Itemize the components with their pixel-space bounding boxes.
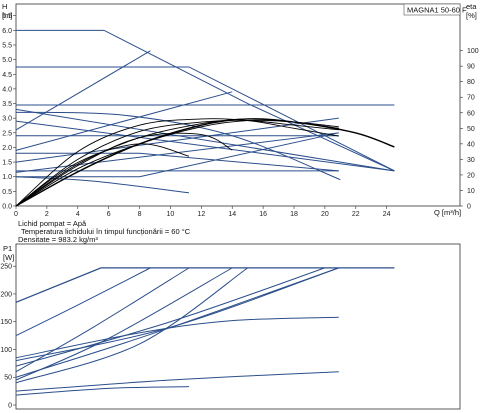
eta-tick-label: 100 xyxy=(467,48,479,55)
power-curve-1 xyxy=(15,267,151,337)
eta-tick-label: 30 xyxy=(467,157,475,164)
fluid-info: Lichid pompat = Apă Temperatura lichidul… xyxy=(18,219,191,244)
eta-tick-label: 80 xyxy=(467,79,475,86)
x-tick-label: 16 xyxy=(259,211,267,218)
power-chart-frame xyxy=(15,243,461,410)
x-tick-label: 24 xyxy=(383,211,391,218)
efficiency-curve-19 xyxy=(15,118,395,207)
head-curves xyxy=(15,29,395,194)
x-tick-label: 12 xyxy=(197,211,205,218)
head-curve-0 xyxy=(16,29,395,172)
x-tick-label: 2 xyxy=(45,211,49,218)
head-curve-3 xyxy=(15,108,395,172)
head-curve-6 xyxy=(16,152,339,172)
x-tick-label: 10 xyxy=(167,211,175,218)
eta-tick-label: 60 xyxy=(467,110,475,117)
x-tick-label: 20 xyxy=(321,211,329,218)
title-box xyxy=(403,3,461,16)
y-tick-label: 3.5 xyxy=(2,101,12,108)
y-axis-label-p1: P1 xyxy=(3,244,12,253)
efficiency-curve-15 xyxy=(15,118,339,207)
y-tick-label: 0.5 xyxy=(2,189,12,196)
head-chart: 0 2 4 6 8 10 12 14 16 18 20 22 240.00.51.01.52.02.53… xyxy=(2,2,479,218)
y-tick-label: 4.0 xyxy=(2,86,12,93)
x-tick-label: 8 xyxy=(138,211,142,218)
p1-tick-label: 100 xyxy=(0,347,12,354)
head-curve-14 xyxy=(15,111,341,181)
y-axis-label-eta-unit: [%] xyxy=(466,11,477,20)
y-axis-label-eta: eta xyxy=(466,2,477,11)
p1-tick-label: 250 xyxy=(0,264,12,271)
eta-tick-label: 40 xyxy=(467,141,475,148)
x-tick-label: 4 xyxy=(76,211,80,218)
power-curve-8 xyxy=(15,316,339,359)
chart-title: MAGNA1 50-60 F xyxy=(407,6,467,15)
p1-tick-label: 0 xyxy=(8,403,12,410)
efficiency-curves xyxy=(15,118,395,207)
info-line-2: Temperatura lichidului în timpul funcțio… xyxy=(21,227,191,236)
x-tick-label: 0 xyxy=(14,211,18,218)
power-curves xyxy=(15,267,395,396)
y-tick-label: 2.0 xyxy=(2,145,12,152)
y-tick-label: 4.5 xyxy=(2,72,12,79)
p1-tick-label: 200 xyxy=(0,291,12,298)
y-tick-label: 6.0 xyxy=(2,28,12,35)
y-tick-label: 6.5 xyxy=(2,13,12,20)
y-axis-label-h: H xyxy=(2,2,7,11)
eta-tick-label: 20 xyxy=(467,172,475,179)
eta-tick-label: 10 xyxy=(467,188,475,195)
head-curve-11 xyxy=(15,91,233,151)
y-axis-label-p1-unit: [W] xyxy=(3,253,14,262)
power-curve-4 xyxy=(15,267,248,384)
power-curve-7 xyxy=(15,267,339,362)
head-chart-ticks: 0 2 4 6 8 10 12 14 16 18 20 22 240.00.51.01.52.02.53… xyxy=(2,13,479,218)
efficiency-curve-21 xyxy=(15,132,233,207)
y-tick-label: 3.0 xyxy=(2,116,12,123)
p1-tick-label: 50 xyxy=(4,375,12,382)
head-curve-10 xyxy=(15,50,151,131)
power-chart: P1 [W] 0 50 100 150 200 250 xyxy=(0,243,461,410)
efficiency-curve-16 xyxy=(15,119,339,207)
power-chart-ticks: 0 50 100 150 200 250 xyxy=(0,264,16,410)
power-curve-9 xyxy=(15,371,339,392)
eta-tick-label: 90 xyxy=(467,64,475,71)
y-axis-label-h-unit: [m] xyxy=(2,11,12,20)
eta-tick-label: 70 xyxy=(467,95,475,102)
eta-tick-label: 50 xyxy=(467,126,475,133)
info-line-3: Densitate = 983.2 kg/m³ xyxy=(18,235,98,244)
x-tick-label: 22 xyxy=(352,211,360,218)
x-tick-label: 14 xyxy=(228,211,236,218)
y-tick-label: 1.0 xyxy=(2,174,12,181)
eta-tick-label: 0 xyxy=(467,204,471,211)
info-line-1: Lichid pompat = Apă xyxy=(18,219,87,228)
head-curve-9 xyxy=(15,176,190,194)
y-tick-label: 0.0 xyxy=(2,204,12,211)
power-curve-5 xyxy=(15,267,339,378)
x-tick-label: 18 xyxy=(290,211,298,218)
x-tick-label: 6 xyxy=(107,211,111,218)
y-tick-label: 5.5 xyxy=(2,42,12,49)
y-tick-label: 1.5 xyxy=(2,160,12,167)
power-curve-2 xyxy=(15,267,190,373)
head-curve-12 xyxy=(15,117,339,163)
head-curve-4 xyxy=(15,120,395,172)
y-tick-label: 5.0 xyxy=(2,57,12,64)
p1-tick-label: 150 xyxy=(0,319,12,326)
x-axis-label: Q [m³/h] xyxy=(434,208,461,217)
power-curve-6 xyxy=(15,267,326,367)
power-curve-0 xyxy=(15,267,395,303)
y-tick-label: 2.5 xyxy=(2,130,12,137)
power-curve-10 xyxy=(15,386,189,396)
